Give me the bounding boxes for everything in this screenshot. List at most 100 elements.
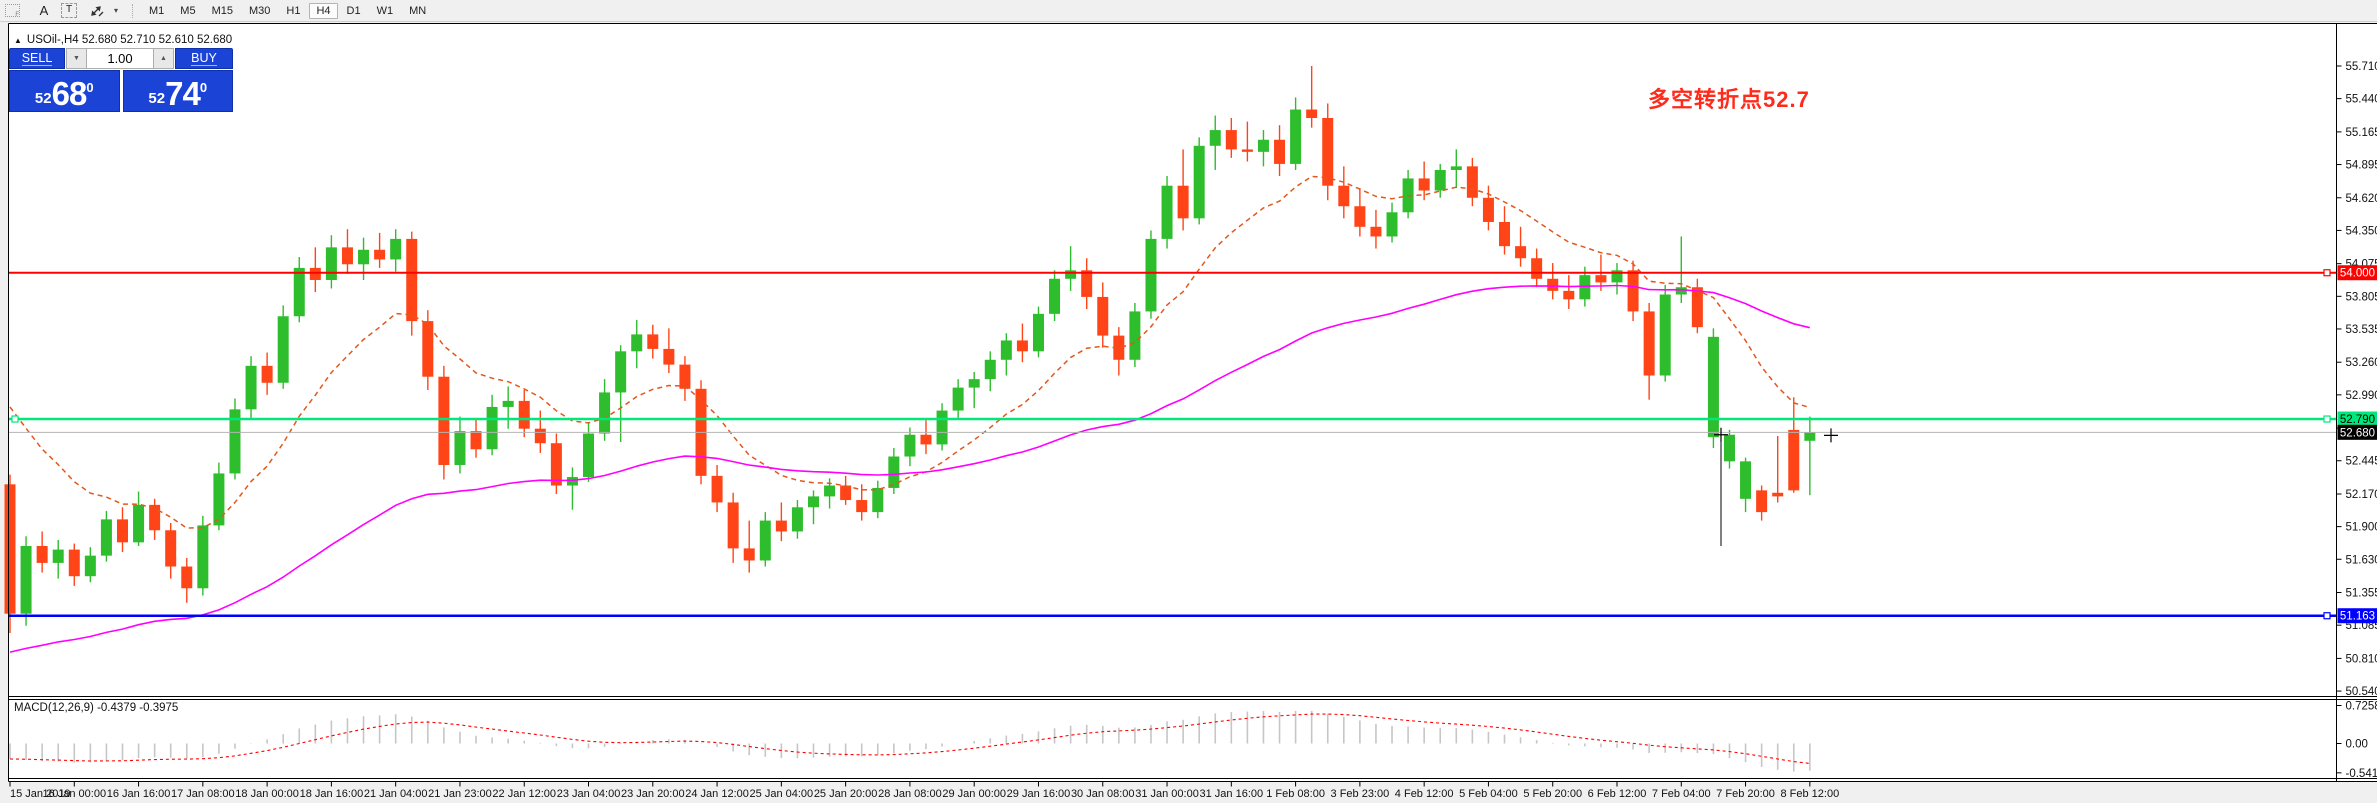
buy-price-display[interactable]: 52 74 0 — [122, 70, 233, 112]
candle — [1740, 461, 1752, 499]
candle — [727, 502, 739, 549]
candle — [1081, 270, 1093, 297]
candle — [454, 431, 466, 465]
timeframe-button-m5[interactable]: M5 — [180, 4, 196, 17]
timeframe-button-m30[interactable]: M30 — [248, 4, 271, 17]
candle — [1257, 139, 1269, 152]
candle — [1659, 294, 1671, 376]
candle — [1434, 169, 1446, 191]
candle — [1804, 432, 1816, 441]
candle — [197, 525, 209, 589]
price-tick-label: 50.540 — [2346, 686, 2377, 698]
quick-chart-icon[interactable]: F — [1, 2, 20, 19]
timeframe-button-m1[interactable]: M1 — [149, 4, 165, 17]
candle — [1482, 197, 1494, 222]
candle — [309, 267, 321, 280]
time-tick-label: 16 Jan 16:00 — [107, 788, 171, 800]
letter-a-cursor-icon[interactable]: A — [39, 3, 49, 18]
candle — [1161, 185, 1173, 239]
candle — [1306, 109, 1318, 118]
price-tick-label: 54.895 — [2346, 160, 2377, 172]
time-tick-label: 18 Jan 16:00 — [300, 788, 364, 800]
time-tick-label: 28 Jan 08:00 — [878, 788, 942, 800]
volume-field[interactable]: 1.00 — [87, 48, 153, 69]
timeframe-button-h4[interactable]: H4 — [309, 2, 338, 19]
candle — [856, 500, 868, 513]
text-tool-icon[interactable]: T — [60, 2, 78, 19]
collapse-triangle-icon[interactable]: ▲ — [14, 36, 22, 45]
candle — [1129, 311, 1141, 360]
svg-text:51.163: 51.163 — [2340, 611, 2375, 623]
candle — [4, 484, 16, 614]
sell-price-display[interactable]: 52 68 0 — [9, 70, 120, 112]
time-tick-label: 31 Jan 16:00 — [1200, 788, 1264, 800]
candle — [550, 443, 562, 486]
time-tick-label: 7 Feb 04:00 — [1652, 788, 1711, 800]
time-tick-label: 17 Jan 08:00 — [171, 788, 235, 800]
chart-canvas[interactable]: 55.710 55.440 55.165 54.895 54.620 54.350 54.0… — [0, 21, 2377, 803]
candle — [1515, 246, 1527, 259]
candle — [872, 487, 884, 513]
candle — [1627, 270, 1639, 312]
line-anchor-handle — [2323, 269, 2331, 277]
timeframe-button-d1[interactable]: D1 — [346, 4, 361, 17]
volume-down-button[interactable]: ▼ — [66, 48, 87, 69]
arrows-glyph — [90, 5, 103, 16]
price-tick-label: 55.165 — [2346, 127, 2377, 139]
candle — [711, 475, 723, 503]
candle — [1370, 226, 1382, 237]
candle — [1466, 166, 1478, 198]
time-tick-label: 31 Jan 00:00 — [1135, 788, 1199, 800]
dropdown-caret-icon[interactable]: ▾ — [113, 6, 118, 15]
time-tick-label: 23 Jan 20:00 — [621, 788, 685, 800]
candle — [422, 321, 434, 377]
chart-container: 55.710 55.440 55.165 54.895 54.620 54.350 54.0… — [0, 21, 2377, 803]
time-tick-label: 5 Feb 20:00 — [1523, 788, 1582, 800]
candle — [1145, 238, 1157, 312]
candle — [615, 351, 627, 393]
timeframe-button-h1[interactable]: H1 — [286, 4, 301, 17]
horizontal-lines-layer[interactable] — [8, 269, 2337, 620]
price-tick-label: 53.260 — [2346, 357, 2377, 369]
price-badge-support — [2337, 608, 2377, 624]
time-tick-label: 6 Feb 12:00 — [1588, 788, 1647, 800]
time-tick-label: 22 Jan 12:00 — [492, 788, 556, 800]
candle — [1563, 290, 1575, 300]
crosshair-arrows-icon[interactable] — [87, 2, 105, 19]
candle — [1788, 429, 1800, 491]
candle — [325, 247, 337, 280]
symbol-title-text: USOil-,H4 52.680 52.710 52.610 52.680 — [26, 34, 233, 46]
price-tick-label: 53.535 — [2346, 324, 2377, 336]
candle — [1707, 336, 1719, 438]
candle — [1290, 109, 1302, 164]
candle — [631, 334, 643, 352]
macd-pane — [9, 710, 1811, 772]
timeframe-button-m15[interactable]: M15 — [211, 4, 233, 17]
axes-layer[interactable]: 55.710 55.440 55.165 54.895 54.620 54.350 54.0… — [8, 23, 2377, 801]
time-tick-label: 1 Feb 08:00 — [1266, 788, 1325, 800]
macd-signal-line — [9, 713, 1810, 764]
timeframe-button-w1[interactable]: W1 — [376, 4, 394, 17]
sell-button[interactable]: SELL — [9, 48, 65, 69]
buy-button[interactable]: BUY — [175, 48, 233, 69]
candle — [647, 334, 659, 349]
candle — [181, 566, 193, 589]
buy-price-sup: 0 — [199, 80, 208, 95]
candle — [20, 545, 32, 614]
candle — [518, 400, 530, 429]
candle — [1579, 275, 1591, 300]
candle — [1241, 149, 1253, 152]
time-tick-label: 29 Jan 16:00 — [1007, 788, 1071, 800]
timeframe-button-mn[interactable]: MN — [409, 4, 427, 17]
candle — [261, 365, 273, 383]
volume-up-button[interactable]: ▲ — [153, 48, 174, 69]
candle — [791, 507, 803, 532]
candle — [566, 477, 578, 486]
cursor-plus-mark — [1824, 428, 1838, 443]
candle — [1225, 130, 1237, 150]
annotation-note: 多空转折点52.7 — [1648, 87, 1810, 112]
candle — [1113, 335, 1125, 360]
sell-price-sup: 0 — [86, 80, 94, 95]
sell-price-big: 68 — [51, 75, 88, 112]
candle — [133, 504, 145, 543]
